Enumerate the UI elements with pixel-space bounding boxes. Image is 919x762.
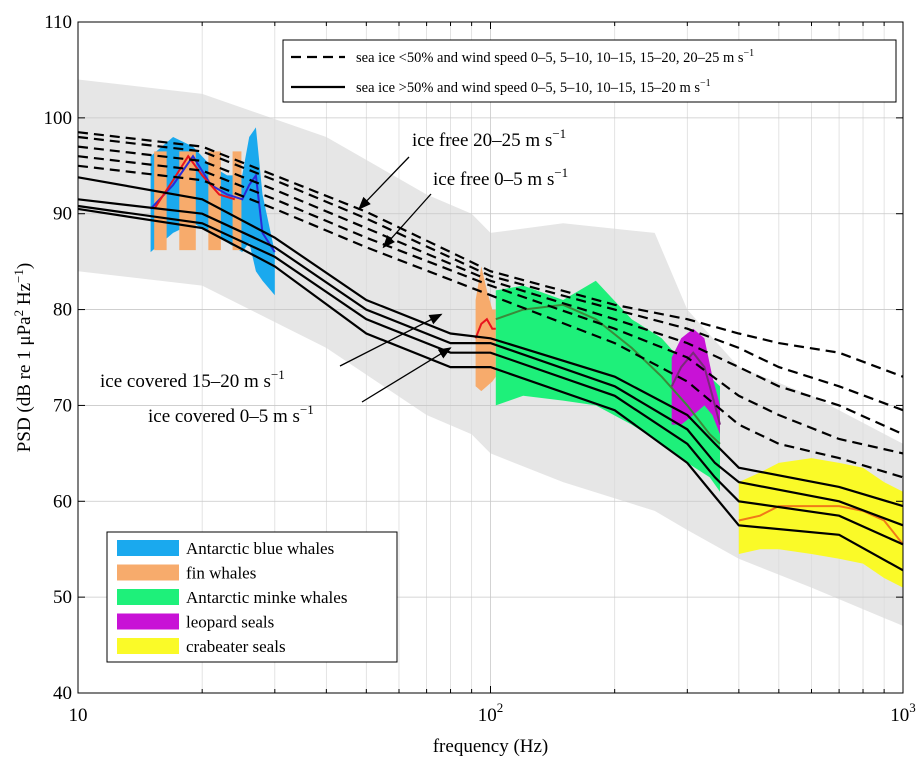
legend-dashed-text: sea ice <50% and wind speed 0–5, 5–10, 1… <box>356 50 744 66</box>
legend-species-swatch <box>117 540 179 556</box>
x-tick-label: 103 <box>890 700 916 726</box>
x-tick-exp: 2 <box>497 700 504 715</box>
annotation-arrow <box>361 347 452 403</box>
wind-speed-series <box>77 131 904 572</box>
annotation-text: ice free 20–25 m s <box>412 130 552 151</box>
annotation-text: ice free 0–5 m s <box>433 169 554 190</box>
y-tick-label: 100 <box>44 108 73 129</box>
species-band <box>495 280 720 492</box>
legend-species-swatch <box>117 613 179 630</box>
series-line-ice-covered <box>77 207 904 572</box>
legend-top: sea ice <50% and wind speed 0–5, 5–10, 1… <box>282 39 897 103</box>
y-label-part-c: ) <box>14 263 35 269</box>
series-line-ice-covered <box>77 176 904 508</box>
x-axis-label: frequency (Hz) <box>433 736 549 757</box>
legend-species-swatch <box>117 564 179 581</box>
species-mean-line <box>738 505 904 546</box>
y-label-part-a: PSD (dB re 1 μPa <box>14 316 35 452</box>
legend-species-label: leopard seals <box>186 613 274 632</box>
y-label-part-b: Hz <box>14 283 35 310</box>
species-mean-line <box>149 154 276 253</box>
grid <box>78 22 903 693</box>
x-tick-label: 10 <box>69 705 88 726</box>
series-line-ice-free <box>77 131 904 378</box>
annotation-text: ice covered 15–20 m s <box>100 371 271 392</box>
series-line-ice-free <box>77 155 904 455</box>
annotation-label: ice covered 15–20 m s−1 <box>100 367 285 392</box>
y-tick-label: 60 <box>53 491 72 512</box>
y-axis-label: PSD (dB re 1 μPa2 Hz−1) <box>11 263 35 452</box>
series-line-ice-free <box>77 145 904 436</box>
x-tick-label: 102 <box>478 700 504 726</box>
y-label-sup-2: −1 <box>11 269 26 283</box>
annotation-label: ice covered 0–5 m s−1 <box>148 402 314 427</box>
annotation-label: ice free 20–25 m s−1 <box>412 126 566 151</box>
legend-species-label: Antarctic minke whales <box>186 588 347 607</box>
fin-whale-stripe <box>208 151 221 251</box>
annotation-text: ice covered 0–5 m s <box>148 406 300 427</box>
species-mean-line <box>474 317 496 339</box>
legend-top-box <box>282 39 897 103</box>
annotation-arrow <box>339 313 443 367</box>
y-tick-label: 80 <box>53 300 72 321</box>
annotation-sup: −1 <box>271 367 285 382</box>
series-line-ice-covered <box>77 198 904 527</box>
series-line-ice-free <box>77 164 904 479</box>
legend-dashed-label: sea ice <50% and wind speed 0–5, 5–10, 1… <box>356 48 754 66</box>
legend-dashed-sup: −1 <box>744 48 755 59</box>
legend-solid-text: sea ice >50% and wind speed 0–5, 5–10, 1… <box>356 80 700 96</box>
fin-whale-stripe <box>232 151 242 251</box>
y-tick-label: 110 <box>44 12 72 33</box>
species-mean-line <box>153 154 236 210</box>
annotation-sup: −1 <box>554 165 568 180</box>
series-line-ice-free <box>77 135 904 412</box>
y-tick-label: 50 <box>53 587 72 608</box>
annotation-arrow <box>358 156 410 210</box>
series-line-ice-covered <box>77 204 904 546</box>
legend-species-label: fin whales <box>186 564 256 583</box>
legend-solid-label: sea ice >50% and wind speed 0–5, 5–10, 1… <box>356 78 711 96</box>
y-tick-label: 70 <box>53 395 72 416</box>
species-band <box>475 266 496 392</box>
species-mean-line <box>670 351 721 425</box>
legend-solid-sup: −1 <box>700 78 711 89</box>
species-mean-line <box>495 303 721 445</box>
legend-species-swatch <box>117 589 179 605</box>
annotation-arrow <box>382 193 432 249</box>
y-tick-label: 40 <box>53 683 72 704</box>
annotation-label: ice free 0–5 m s−1 <box>433 165 568 190</box>
y-label-sup-1: 2 <box>11 310 26 317</box>
x-tick-base: 10 <box>890 705 909 726</box>
x-tick-base: 10 <box>69 705 88 726</box>
x-tick-base: 10 <box>478 705 497 726</box>
species-bands <box>149 127 904 588</box>
legend-species-label: crabeater seals <box>186 637 286 656</box>
annotation-sup: −1 <box>300 402 314 417</box>
legend-species-label: Antarctic blue whales <box>186 539 334 558</box>
y-tick-label: 90 <box>53 204 72 225</box>
legend-species-swatch <box>117 638 179 654</box>
legend-species: Antarctic blue whales fin whales Antarctic… <box>106 531 398 663</box>
x-tick-exp: 3 <box>909 700 916 715</box>
annotation-sup: −1 <box>552 126 566 141</box>
